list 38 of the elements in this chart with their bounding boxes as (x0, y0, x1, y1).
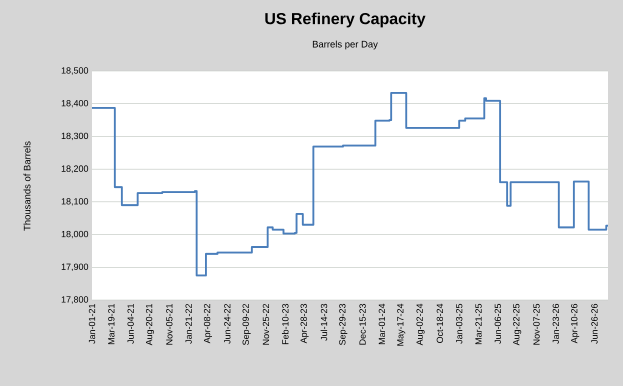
y-axis-title: Thousands of Barrels (24, 141, 30, 231)
x-tick-label: Aug-20-21 (146, 304, 154, 346)
chart-title: US Refinery Capacity (265, 12, 426, 28)
x-tick-label: Jan-03-25 (456, 304, 462, 344)
x-tick-label: Nov-05-21 (166, 304, 172, 345)
y-tick-label: 18,500 (62, 67, 88, 75)
x-tick-label: Jul-14-23 (320, 304, 328, 341)
x-tick-label: Jan-23-26 (552, 304, 559, 344)
x-tick-label: Mar-01-24 (378, 304, 386, 344)
x-tick-label: Apr-28-23 (300, 304, 309, 344)
y-tick-label: 17,800 (62, 296, 88, 304)
x-tick-label: Jan-01-21 (88, 304, 96, 344)
x-tick-label: Jun-06-25 (494, 304, 502, 344)
x-tick-label: Mar-19-21 (108, 304, 115, 344)
x-tick-label: Mar-21-25 (475, 304, 482, 344)
x-tick-label: May-17-24 (397, 304, 406, 346)
y-tick-label: 18,200 (62, 165, 88, 173)
x-tick-label: Nov-07-25 (533, 304, 540, 345)
x-tick-label: Jun-04-21 (127, 304, 134, 344)
x-tick-label: Sep-09-22 (242, 304, 251, 345)
x-tick-label: Jan-21-22 (185, 304, 192, 344)
x-tick-label: Apr-10-26 (571, 304, 580, 344)
x-tick-label: Dec-15-23 (359, 304, 366, 345)
x-tick-label: Apr-08-22 (204, 304, 212, 344)
x-tick-label: Jun-24-22 (224, 304, 230, 344)
chart-subtitle: Barrels per Day (312, 40, 378, 50)
y-tick-label: 18,400 (62, 100, 88, 108)
x-tick-label: Sep-29-23 (339, 304, 348, 345)
x-tick-label: Aug-02-24 (416, 304, 425, 346)
x-tick-label: Nov-25-22 (262, 304, 270, 345)
y-tick-label: 17,900 (62, 264, 88, 271)
y-tick-label: 18,100 (62, 198, 88, 206)
x-tick-label: Aug-22-25 (513, 304, 522, 346)
x-tick-label: Feb-10-23 (282, 304, 289, 344)
x-tick-label: Oct-18-24 (436, 304, 444, 343)
y-tick-label: 18,300 (62, 132, 88, 140)
x-tick-label: Jun-26-26 (591, 304, 598, 344)
y-tick-label: 18,000 (62, 230, 88, 238)
